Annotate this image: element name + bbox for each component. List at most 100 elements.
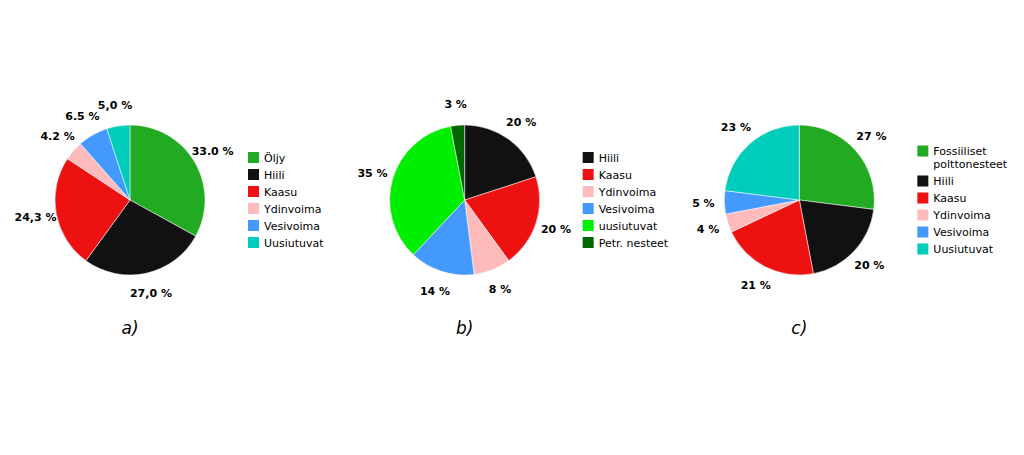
legend-item: Ydinvoima	[248, 203, 321, 216]
legend-item: Kaasu	[583, 169, 632, 182]
legend-swatch	[917, 227, 928, 238]
legend-label-line: Vesivoima	[599, 203, 655, 216]
pie-chart: 33.0 % 27,0 % 24,3 % 4.2 % 6.5 %5,0 %	[15, 99, 234, 301]
legend-label: Vesivoima	[599, 203, 655, 216]
legend-label: Ydinvoima	[263, 203, 321, 216]
legend-swatch	[917, 244, 928, 255]
legend-item: Ydinvoima	[583, 186, 656, 199]
data-label: 4.2 %	[40, 130, 74, 143]
legend-item: Hiili	[583, 152, 620, 165]
data-labels: 27 % 20 % 21 % 4 % 5 % 23 %	[692, 121, 886, 292]
legend-item: Öljy	[248, 152, 286, 165]
legend-label-line: Uusiutuvat	[264, 237, 324, 250]
legend-item: Kaasu	[248, 186, 297, 199]
legend-item: Petr. nesteet	[583, 237, 669, 250]
legend-item: uusiutuvat	[583, 220, 658, 233]
legend-item: Hiili	[917, 175, 954, 188]
legend-label-line: Kaasu	[599, 169, 632, 182]
legend-label: Hiili	[933, 175, 954, 188]
legend-label-line: Ydinvoima	[598, 186, 656, 199]
legend-item: Uusiutuvat	[917, 243, 993, 256]
legend-label-line: Hiili	[264, 169, 285, 182]
legend-swatch	[917, 146, 928, 157]
legend-label-line: Ydinvoima	[932, 209, 990, 222]
legend-label: Uusiutuvat	[264, 237, 324, 250]
chart-label: c)	[791, 318, 807, 338]
slices	[55, 125, 205, 275]
legend-label: Ydinvoima	[932, 209, 990, 222]
legend-swatch	[583, 152, 594, 163]
legend-item: Kaasu	[917, 192, 966, 205]
legend-swatch	[583, 169, 594, 180]
legend-item: Vesivoima	[583, 203, 655, 216]
figure: 33.0 % 27,0 % 24,3 % 4.2 % 6.5 %5,0 % a) Öljy H…	[0, 0, 1024, 455]
legend-item: Ydinvoima	[917, 209, 990, 222]
legend-swatch	[917, 193, 928, 204]
legend-swatch	[248, 220, 259, 231]
legend-label-line: polttonesteet	[933, 158, 1007, 171]
chart-label: b)	[456, 318, 473, 338]
legend-swatch	[248, 186, 259, 197]
data-label: 27,0 %	[130, 287, 172, 300]
data-label: 33.0 %	[192, 145, 234, 158]
data-label: 24,3 %	[15, 211, 57, 224]
data-label: 23 %	[721, 121, 751, 134]
data-label: 21 %	[741, 279, 771, 292]
legend-label: Kaasu	[599, 169, 632, 182]
legend-label-line: Ydinvoima	[263, 203, 321, 216]
data-label: 20 %	[506, 116, 536, 129]
legend-swatch	[583, 220, 594, 231]
data-labels: 33.0 % 27,0 % 24,3 % 4.2 % 6.5 %5,0 %	[15, 99, 234, 301]
slices	[724, 125, 874, 275]
pie-slice	[725, 125, 799, 200]
legend-label: uusiutuvat	[599, 220, 658, 233]
legend: Fossiilisetpolttonesteet Hiili Kaasu Ydinvo…	[917, 145, 1007, 256]
legend-swatch	[917, 176, 928, 187]
legend-swatch	[248, 237, 259, 248]
data-labels: 20 %20 %8 %14 %35 %3 %	[357, 98, 571, 298]
legend-label-line: uusiutuvat	[599, 220, 658, 233]
data-label: 35 %	[357, 167, 387, 180]
legend-label-line: Uusiutuvat	[933, 243, 993, 256]
legend-label: Uusiutuvat	[933, 243, 993, 256]
data-label: 6.5 %	[65, 110, 99, 123]
data-label: 20 %	[854, 259, 884, 272]
slices	[390, 125, 540, 275]
legend-label-line: Kaasu	[933, 192, 966, 205]
legend-label: Ydinvoima	[598, 186, 656, 199]
data-label: 5,0 %	[98, 99, 132, 112]
data-label: 27 %	[856, 130, 886, 143]
data-label: 5 %	[692, 197, 715, 210]
legend-label: Petr. nesteet	[599, 237, 669, 250]
legend-item: Uusiutuvat	[248, 237, 324, 250]
legend-item: Vesivoima	[248, 220, 320, 233]
legend-label: Fossiilisetpolttonesteet	[933, 145, 1007, 171]
data-label: 4 %	[697, 223, 720, 236]
legend-label-line: Petr. nesteet	[599, 237, 669, 250]
legend: Hiili Kaasu Ydinvoima Vesivoima uusiutuvat Pe…	[583, 152, 669, 250]
data-label: 14 %	[420, 285, 450, 298]
legend-label-line: Hiili	[599, 152, 620, 165]
legend-label: Kaasu	[264, 186, 297, 199]
legend-swatch	[917, 210, 928, 221]
legend-item: Fossiilisetpolttonesteet	[917, 145, 1007, 171]
legend-swatch	[583, 237, 594, 248]
legend-swatch	[248, 203, 259, 214]
legend-label-line: Vesivoima	[933, 226, 989, 239]
data-label: 20 %	[541, 223, 571, 236]
chart-label: a)	[121, 318, 138, 338]
pie-slice	[451, 125, 465, 200]
legend-swatch	[583, 186, 594, 197]
legend-item: Hiili	[248, 169, 285, 182]
legend-label: Vesivoima	[264, 220, 320, 233]
legend-label: Vesivoima	[933, 226, 989, 239]
legend: Öljy Hiili Kaasu Ydinvoima Vesivoima Uusiutuv…	[248, 152, 324, 250]
pie-slice	[107, 125, 130, 200]
legend-swatch	[248, 169, 259, 180]
pie-chart: 20 %20 %8 %14 %35 %3 %	[357, 98, 571, 298]
pie-chart: 27 % 20 % 21 % 4 % 5 % 23 %	[692, 121, 886, 292]
legend-label: Hiili	[599, 152, 620, 165]
legend-item: Vesivoima	[917, 226, 989, 239]
legend-label-line: Kaasu	[264, 186, 297, 199]
legend-swatch	[248, 152, 259, 163]
